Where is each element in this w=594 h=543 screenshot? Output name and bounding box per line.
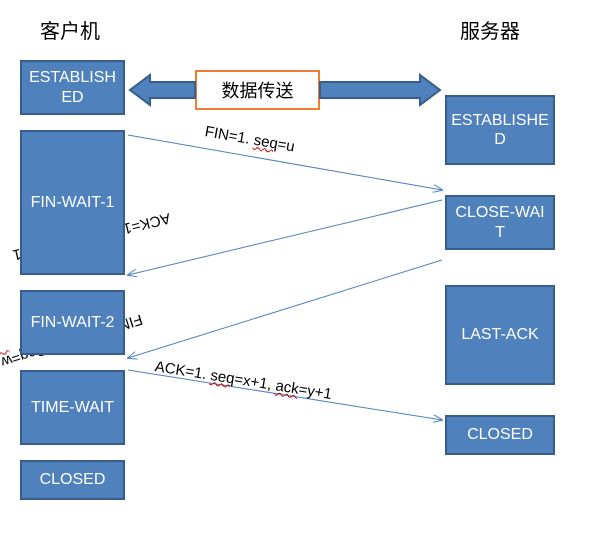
server-state-s-closed: CLOSED (445, 415, 555, 455)
message-label-m1: FIN=1. seq=u (204, 123, 296, 155)
server-state-s-established: ESTABLISHED (445, 95, 555, 165)
diagram-canvas: 客户机 服务器 数据传送 FIN=1. seq=uACK=1, seq=v, a… (0, 0, 594, 543)
server-state-s-closewait: CLOSE-WAIT (445, 195, 555, 250)
client-state-c-finwait1: FIN-WAIT-1 (20, 130, 125, 275)
client-state-c-timewait: TIME-WAIT (20, 370, 125, 445)
client-state-c-established: ESTABLISHED (20, 60, 125, 115)
client-header: 客户机 (40, 15, 100, 44)
client-state-c-closed: CLOSED (20, 460, 125, 500)
client-state-c-finwait2: FIN-WAIT-2 (20, 290, 125, 355)
data-transfer-box: 数据传送 (195, 70, 320, 110)
server-header: 服务器 (460, 15, 520, 44)
server-state-s-lastack: LAST-ACK (445, 285, 555, 385)
message-label-m4: ACK=1. seq=x+1, ack=y+1 (154, 358, 333, 403)
